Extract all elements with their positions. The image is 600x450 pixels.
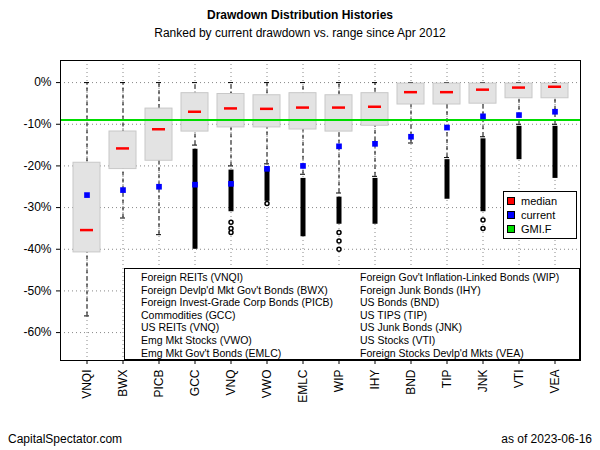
svg-text:VTI: VTI (512, 370, 526, 389)
html-text:median: median (521, 195, 558, 207)
html-text:US TIPS (TIP): US TIPS (TIP) (360, 308, 427, 321)
html-text:Foreign Junk Bonds (IHY): Foreign Junk Bonds (IHY) (360, 283, 481, 296)
svg-text:VWO: VWO (260, 370, 274, 399)
html-text:Foreign Devlp'd Mkt Gov't Bond: Foreign Devlp'd Mkt Gov't Bonds (BWX) (141, 283, 328, 296)
svg-text:VEA: VEA (548, 370, 562, 394)
html-text:Emg Mkt Stocks (VWO): Emg Mkt Stocks (VWO) (141, 334, 252, 346)
svg-text:-10%: -10% (23, 117, 51, 131)
svg-text:PICB: PICB (152, 370, 166, 398)
svg-text:-60%: -60% (23, 325, 51, 339)
html-text:US Bonds (BND): US Bonds (BND) (360, 296, 440, 309)
html-text:Drawdown Distribution Historie: Drawdown Distribution Histories (207, 8, 393, 22)
html-text:Ranked by current drawdown vs.: Ranked by current drawdown vs. range sin… (154, 26, 446, 40)
html-text:GMI.F: GMI.F (521, 223, 552, 235)
svg-text:WIP: WIP (332, 370, 346, 393)
svg-text:-30%: -30% (23, 200, 51, 214)
svg-text:VNQI: VNQI (80, 370, 94, 399)
svg-text:VNQ: VNQ (224, 370, 238, 396)
html-text:CapitalSpectator.com: CapitalSpectator.com (8, 432, 123, 446)
svg-text:-50%: -50% (23, 284, 51, 298)
html-text:Emg Mkt Gov't Bonds (EMLC): Emg Mkt Gov't Bonds (EMLC) (141, 346, 282, 359)
html-text:Commodities (GCC): Commodities (GCC) (141, 308, 236, 321)
html-text:Foreign Gov't Inflation-Linked: Foreign Gov't Inflation-Linked Bonds (WI… (360, 271, 560, 283)
svg-text:GCC: GCC (188, 369, 202, 396)
svg-text:0%: 0% (34, 75, 52, 89)
svg-text:JNK: JNK (476, 370, 490, 393)
html-text:as of 2023-06-16: as of 2023-06-16 (501, 432, 592, 446)
html-text:Foreign Stocks Devlp'd Mkts (V: Foreign Stocks Devlp'd Mkts (VEA) (360, 346, 524, 359)
svg-text:BND: BND (404, 369, 418, 395)
svg-text:EMLC: EMLC (296, 369, 310, 403)
svg-text:BWX: BWX (116, 370, 130, 397)
svg-text:-20%: -20% (23, 159, 51, 173)
html-text:Foreign REITs (VNQI): Foreign REITs (VNQI) (141, 271, 244, 283)
svg-text:TIP: TIP (440, 370, 454, 389)
svg-text:-40%: -40% (23, 242, 51, 256)
html-text:current: current (521, 209, 556, 221)
html-text:Foreign Invest-Grade Corp Bond: Foreign Invest-Grade Corp Bonds (PICB) (141, 296, 333, 309)
html-text:US Junk Bonds (JNK): US Junk Bonds (JNK) (360, 321, 463, 334)
svg-text:IHY: IHY (368, 370, 382, 390)
html-text:US REITs (VNQ): US REITs (VNQ) (141, 321, 220, 334)
html-text:US Stocks (VTI): US Stocks (VTI) (360, 334, 436, 346)
